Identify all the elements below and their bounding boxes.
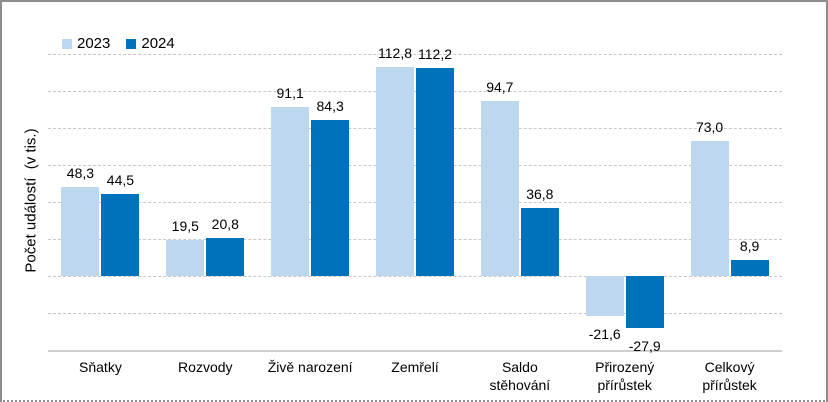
value-label-2023-1: 19,5 [171, 217, 199, 234]
gridline-0 [48, 276, 782, 277]
bar-2023-0 [61, 186, 100, 276]
bar-2023-5 [585, 276, 624, 316]
bar-2023-6 [690, 140, 729, 276]
bar-2024-5 [625, 276, 664, 328]
x-axis-label-2: Živě narození [267, 359, 353, 375]
x-axis-label-3: Zemřelí [391, 359, 439, 375]
value-label-2023-2: 91,1 [276, 85, 304, 102]
legend-item-2023: 2023 [62, 35, 110, 52]
value-label-2024-0: 44,5 [106, 171, 135, 188]
value-label-2024-5: -27,9 [628, 337, 661, 354]
gridline-100 [48, 91, 782, 92]
legend-label-2023: 2023 [77, 35, 111, 52]
value-label-2024-2: 84,3 [316, 98, 344, 115]
x-axis-label-4: Saldo stěhování [489, 359, 551, 393]
value-label-2023-3: 112,8 [378, 45, 412, 62]
x-axis-label-6: Celkový přírůstek [702, 359, 757, 393]
legend-swatch-2024 [126, 38, 137, 49]
x-axis-label-1: Rozvody [178, 359, 233, 375]
value-label-2023-0: 48,3 [66, 164, 95, 181]
legend-swatch-2023 [62, 38, 72, 49]
bar-2023-3 [376, 67, 414, 276]
bar-2024-4 [520, 207, 559, 276]
bar-2024-0 [101, 193, 140, 276]
bar-2024-2 [311, 120, 350, 276]
bar-2024-3 [416, 68, 454, 276]
bar-2024-6 [730, 259, 769, 276]
x-axis-line [48, 350, 782, 352]
gridline-80 [48, 128, 782, 129]
y-axis-title: Počet událostí (v tis.) [22, 128, 40, 273]
legend: 2023 2024 [62, 35, 175, 52]
gridline-20 [48, 239, 782, 240]
value-label-2023-5: -21,6 [588, 325, 621, 342]
x-axis-label-0: Sňatky [79, 359, 122, 375]
gridline-40 [48, 202, 782, 203]
bar-2024-1 [206, 237, 245, 276]
gridline-60 [48, 165, 782, 166]
legend-label-2024: 2024 [141, 35, 175, 52]
value-label-2023-6: 73,0 [695, 118, 724, 135]
value-label-2024-6: 8,9 [739, 237, 760, 254]
bar-2023-2 [271, 107, 310, 276]
value-label-2024-4: 36,8 [526, 185, 554, 202]
gridline--20 [48, 313, 782, 314]
bar-2023-4 [480, 100, 519, 276]
value-label-2024-3: 112,2 [418, 46, 452, 63]
gridline-120 [48, 54, 782, 55]
bar-2023-1 [166, 239, 205, 276]
legend-item-2024: 2024 [126, 35, 175, 52]
value-label-2024-1: 20,8 [211, 215, 239, 232]
x-axis-label-5: Přirozený přírůstek [595, 359, 655, 393]
value-label-2023-4: 94,7 [486, 78, 514, 95]
